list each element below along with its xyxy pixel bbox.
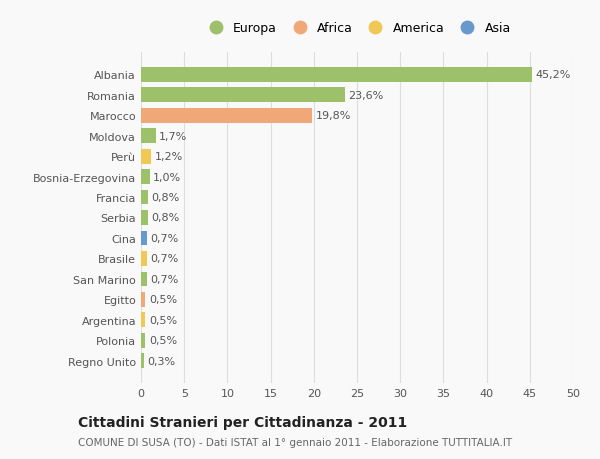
Bar (141, 211, 148, 225)
Text: COMUNE DI SUSA (TO) - Dati ISTAT al 1° gennaio 2011 - Elaborazione TUTTITALIA.IT: COMUNE DI SUSA (TO) - Dati ISTAT al 1° g… (78, 437, 512, 447)
Text: 0,5%: 0,5% (149, 295, 177, 305)
Bar (141, 129, 155, 144)
Text: 0,7%: 0,7% (151, 254, 179, 264)
Bar (141, 170, 149, 185)
Text: 0,5%: 0,5% (149, 315, 177, 325)
Bar (141, 150, 151, 164)
Bar (141, 292, 145, 307)
Bar (141, 109, 312, 123)
Bar (141, 231, 147, 246)
Bar (141, 88, 345, 103)
Text: 0,7%: 0,7% (151, 234, 179, 243)
Text: 45,2%: 45,2% (535, 70, 571, 80)
Text: 0,8%: 0,8% (151, 213, 179, 223)
Bar (141, 333, 145, 348)
Text: 19,8%: 19,8% (316, 111, 351, 121)
Text: 23,6%: 23,6% (349, 90, 383, 101)
Legend: Europa, Africa, America, Asia: Europa, Africa, America, Asia (200, 19, 514, 37)
Bar (141, 190, 148, 205)
Text: 0,3%: 0,3% (147, 356, 175, 366)
Text: 0,5%: 0,5% (149, 336, 177, 346)
Bar (141, 272, 147, 286)
Text: 0,8%: 0,8% (151, 193, 179, 202)
Bar (141, 313, 145, 327)
Bar (141, 252, 147, 266)
Text: Cittadini Stranieri per Cittadinanza - 2011: Cittadini Stranieri per Cittadinanza - 2… (78, 415, 407, 429)
Text: 1,2%: 1,2% (155, 152, 183, 162)
Bar (141, 353, 143, 368)
Text: 1,0%: 1,0% (153, 172, 181, 182)
Text: 1,7%: 1,7% (159, 131, 187, 141)
Text: 0,7%: 0,7% (151, 274, 179, 284)
Bar (141, 68, 532, 83)
